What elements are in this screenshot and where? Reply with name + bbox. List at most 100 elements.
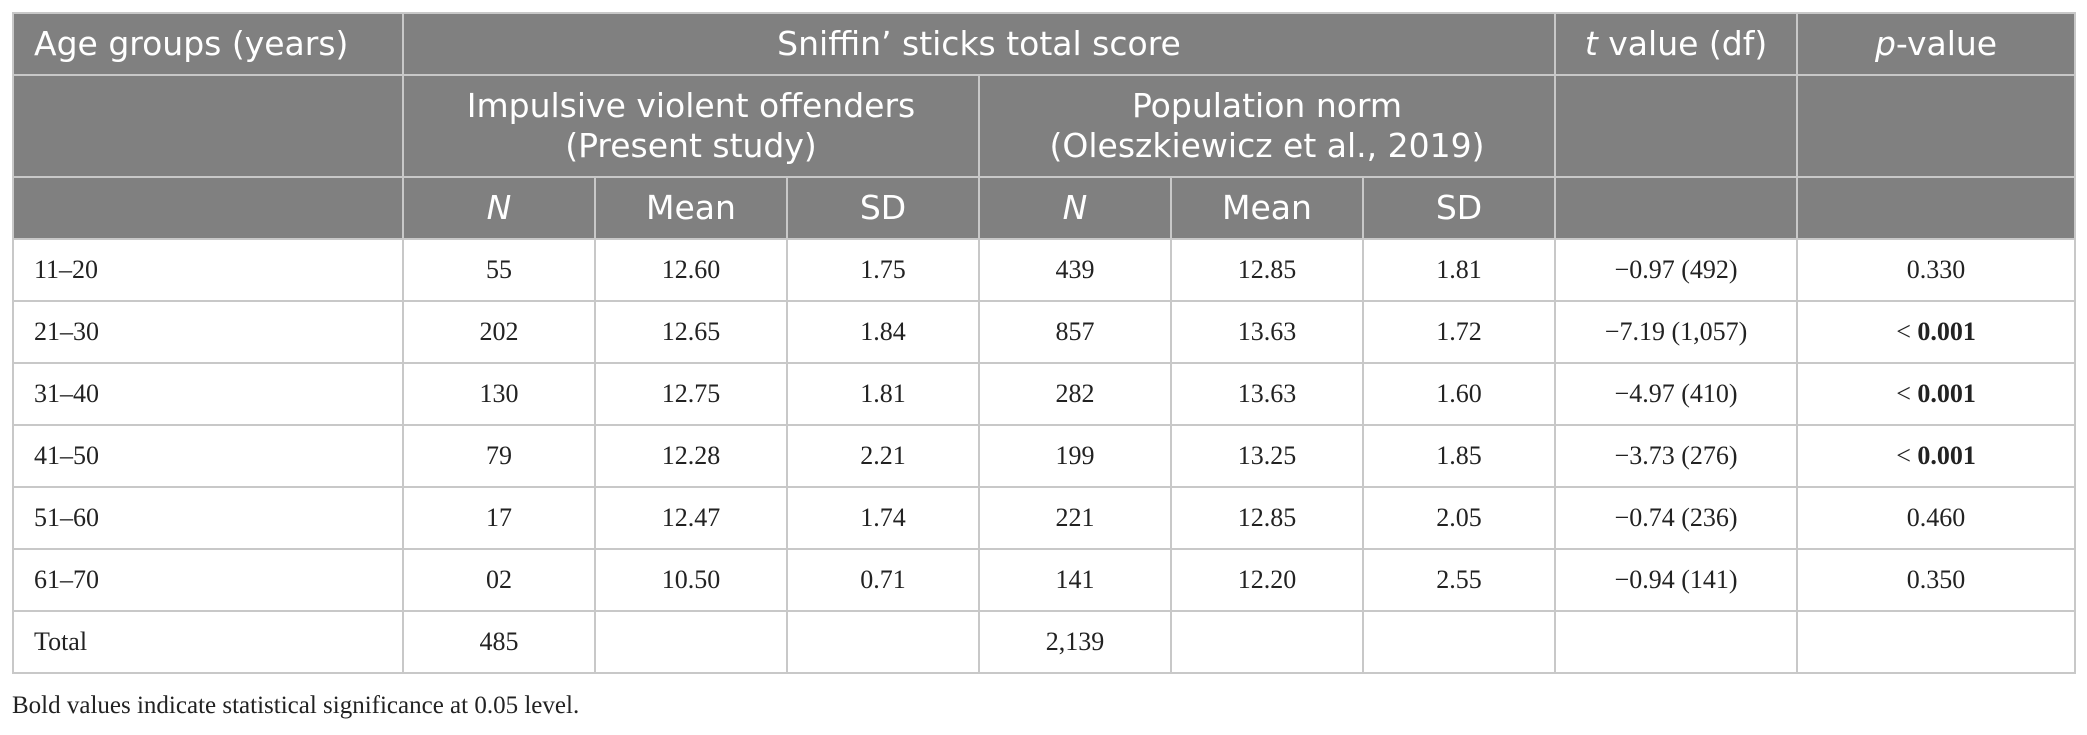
cell-n2: 439 xyxy=(978,238,1172,302)
cell-t: −0.74 (236) xyxy=(1554,486,1799,550)
table-container: Age groups (years) Sniffin’ sticks total… xyxy=(12,12,2077,674)
p-italic: p xyxy=(1874,24,1896,63)
group1-line2: (Present study) xyxy=(565,126,817,165)
header-blank-6 xyxy=(1796,176,2077,240)
header-age-groups: Age groups (years) xyxy=(12,12,404,76)
header-blank-1 xyxy=(12,74,404,178)
cell-total-label: Total xyxy=(12,610,404,674)
cell-sd2: 2.05 xyxy=(1361,486,1557,550)
cell-empty xyxy=(1554,610,1799,674)
cell-t: −0.94 (141) xyxy=(1554,548,1799,612)
cell-age: 61–70 xyxy=(12,548,404,612)
cell-mean1: 12.28 xyxy=(594,424,788,488)
cell-empty xyxy=(1361,610,1557,674)
cell-n1: 55 xyxy=(402,238,596,302)
cell-empty xyxy=(1796,610,2077,674)
header-sd-offenders: SD xyxy=(786,176,980,240)
cell-p: < 0.001 xyxy=(1796,300,2077,364)
table-row: 61–70 02 10.50 0.71 141 12.20 2.55 −0.94… xyxy=(12,548,2077,612)
header-sd-norm: SD xyxy=(1361,176,1557,240)
cell-p: 0.330 xyxy=(1796,238,2077,302)
header-group-offenders: Impulsive violent offenders (Present stud… xyxy=(402,74,980,178)
cell-t: −3.73 (276) xyxy=(1554,424,1799,488)
cell-n1: 17 xyxy=(402,486,596,550)
cell-mean2: 12.85 xyxy=(1170,238,1364,302)
header-mean-norm: Mean xyxy=(1170,176,1364,240)
n-label: N xyxy=(1062,188,1088,227)
cell-p: 0.350 xyxy=(1796,548,2077,612)
header-blank-5 xyxy=(1554,176,1799,240)
header-blank-3 xyxy=(1796,74,2077,178)
cell-sd1: 1.81 xyxy=(786,362,980,426)
cell-sd1: 1.75 xyxy=(786,238,980,302)
cell-p: 0.460 xyxy=(1796,486,2077,550)
header-p-value: p-value xyxy=(1796,12,2077,76)
header-n-offenders: N xyxy=(402,176,596,240)
cell-t: −7.19 (1,057) xyxy=(1554,300,1799,364)
cell-sd2: 2.55 xyxy=(1361,548,1557,612)
cell-n2: 857 xyxy=(978,300,1172,364)
cell-total-n2: 2,139 xyxy=(978,610,1172,674)
cell-age: 31–40 xyxy=(12,362,404,426)
cell-mean1: 10.50 xyxy=(594,548,788,612)
p-value: 0.350 xyxy=(1906,565,1966,594)
cell-mean2: 12.20 xyxy=(1170,548,1364,612)
p-value-bold: 0.001 xyxy=(1917,379,1976,408)
table-row-total: Total 485 2,139 xyxy=(12,610,2077,674)
cell-p: < 0.001 xyxy=(1796,424,2077,488)
header-sniffin-total: Sniffin’ sticks total score xyxy=(401,12,1557,76)
cell-mean2: 13.25 xyxy=(1170,424,1364,488)
p-prefix: < xyxy=(1896,317,1918,346)
table-row: 31–40 130 12.75 1.81 282 13.63 1.60 −4.9… xyxy=(12,362,2077,426)
p-value: 0.330 xyxy=(1906,255,1966,284)
cell-mean1: 12.75 xyxy=(594,362,788,426)
header-t-value: t value (df) xyxy=(1554,12,1799,76)
table-row: 51–60 17 12.47 1.74 221 12.85 2.05 −0.74… xyxy=(12,486,2077,550)
group2-line2: (Oleszkiewicz et al., 2019) xyxy=(1049,126,1485,165)
group2-line1: Population norm xyxy=(1131,86,1403,125)
cell-empty xyxy=(1170,610,1364,674)
cell-t: −0.97 (492) xyxy=(1554,238,1799,302)
cell-sd2: 1.60 xyxy=(1361,362,1557,426)
cell-n2: 221 xyxy=(978,486,1172,550)
cell-n1: 202 xyxy=(402,300,596,364)
p-rest: -value xyxy=(1895,24,1998,63)
header-mean-offenders: Mean xyxy=(594,176,788,240)
header-blank-2 xyxy=(1554,74,1799,178)
cell-sd2: 1.72 xyxy=(1361,300,1557,364)
cell-total-n1: 485 xyxy=(402,610,596,674)
cell-mean2: 12.85 xyxy=(1170,486,1364,550)
cell-age: 21–30 xyxy=(12,300,404,364)
cell-sd1: 1.74 xyxy=(786,486,980,550)
n-label: N xyxy=(486,188,512,227)
cell-sd1: 2.21 xyxy=(786,424,980,488)
group1-line1: Impulsive violent offenders xyxy=(466,86,916,125)
p-value-bold: 0.001 xyxy=(1917,317,1976,346)
cell-n2: 199 xyxy=(978,424,1172,488)
cell-mean1: 12.60 xyxy=(594,238,788,302)
results-table: Age groups (years) Sniffin’ sticks total… xyxy=(12,12,2077,674)
table-footnote: Bold values indicate statistical signifi… xyxy=(12,692,580,719)
p-prefix: < xyxy=(1896,441,1918,470)
cell-n1: 130 xyxy=(402,362,596,426)
t-rest: value (df) xyxy=(1597,24,1768,63)
cell-sd2: 1.85 xyxy=(1361,424,1557,488)
p-prefix: < xyxy=(1896,379,1918,408)
cell-age: 51–60 xyxy=(12,486,404,550)
table-row: 41–50 79 12.28 2.21 199 13.25 1.85 −3.73… xyxy=(12,424,2077,488)
table-row: 11–20 55 12.60 1.75 439 12.85 1.81 −0.97… xyxy=(12,238,2077,302)
cell-sd1: 1.84 xyxy=(786,300,980,364)
cell-mean2: 13.63 xyxy=(1170,300,1364,364)
cell-n1: 79 xyxy=(402,424,596,488)
header-n-norm: N xyxy=(978,176,1172,240)
p-value-bold: 0.001 xyxy=(1917,441,1976,470)
cell-empty xyxy=(786,610,980,674)
t-italic: t xyxy=(1584,24,1598,63)
cell-t: −4.97 (410) xyxy=(1554,362,1799,426)
p-value: 0.460 xyxy=(1906,503,1966,532)
cell-age: 11–20 xyxy=(12,238,404,302)
table-row: 21–30 202 12.65 1.84 857 13.63 1.72 −7.1… xyxy=(12,300,2077,364)
cell-mean1: 12.47 xyxy=(594,486,788,550)
cell-n1: 02 xyxy=(402,548,596,612)
cell-sd1: 0.71 xyxy=(786,548,980,612)
